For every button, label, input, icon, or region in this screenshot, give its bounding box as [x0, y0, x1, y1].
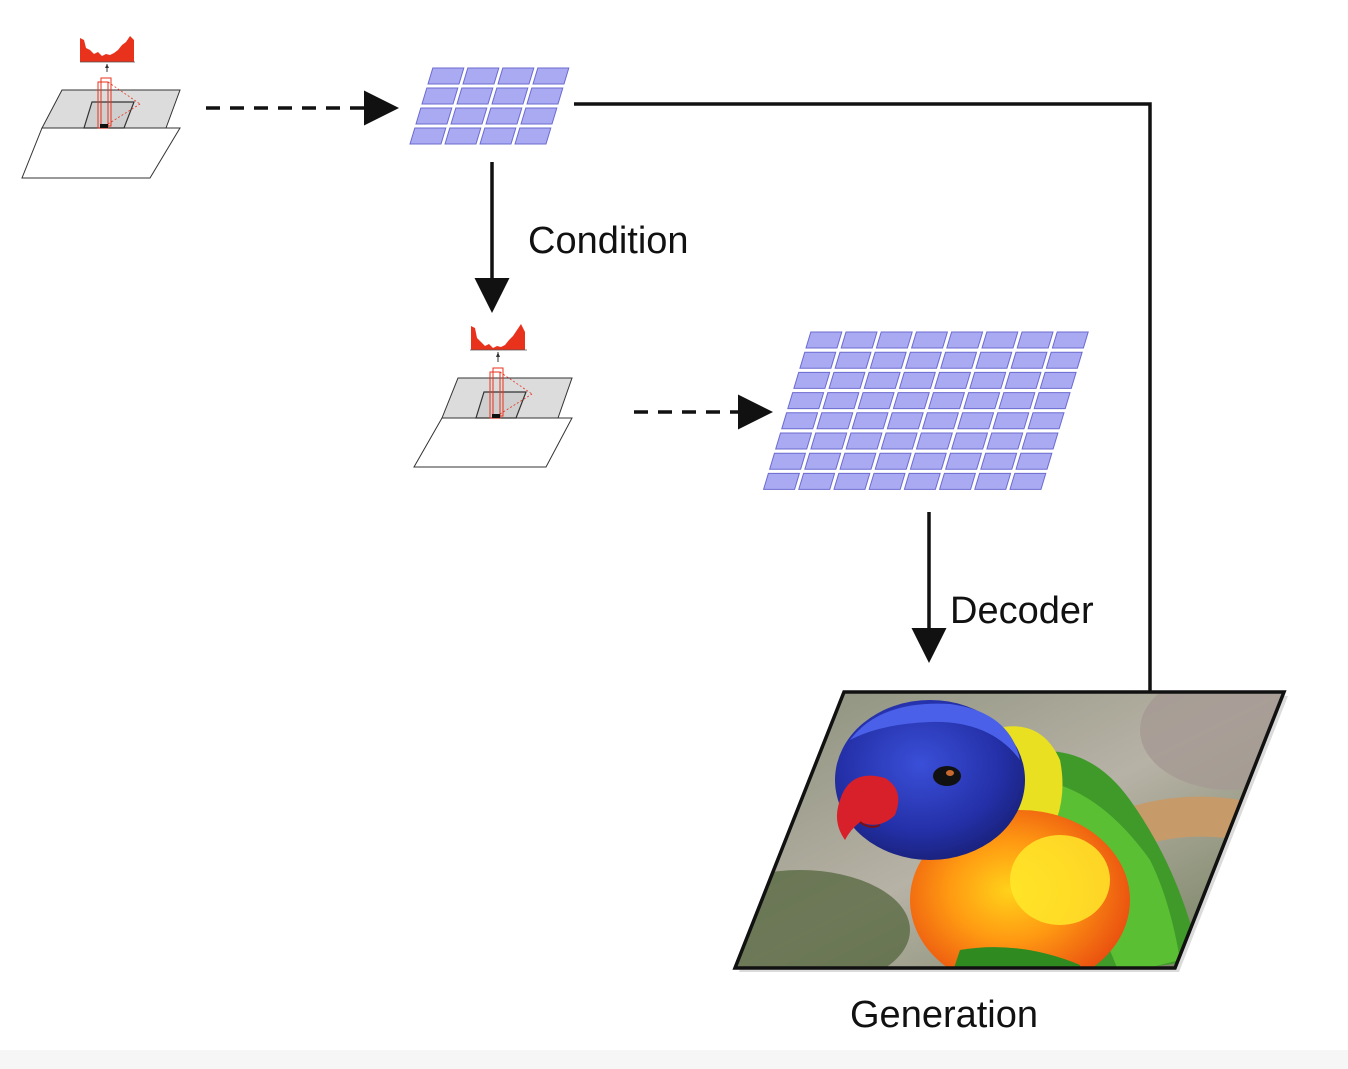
token-cell	[944, 452, 983, 470]
token-cell	[805, 331, 843, 349]
token-cell	[992, 412, 1030, 430]
token-cell	[415, 107, 453, 125]
token-cell	[462, 67, 500, 85]
skip-connection-line	[574, 102, 1152, 692]
input-feature-block-middle	[413, 324, 573, 468]
token-cell	[775, 432, 813, 450]
token-cell	[974, 472, 1012, 490]
token-cell	[921, 412, 960, 430]
histogram-icon	[79, 36, 135, 72]
token-cell	[1016, 331, 1054, 349]
token-grid-coarse	[409, 67, 570, 145]
token-cell	[863, 371, 901, 389]
token-cell	[787, 392, 825, 410]
token-cell	[768, 452, 807, 470]
token-cell	[822, 392, 860, 410]
token-cell	[886, 412, 924, 430]
token-cell	[427, 67, 465, 85]
feature-plane-icon	[21, 77, 181, 179]
token-cell	[1039, 371, 1077, 389]
token-cell	[1033, 392, 1071, 410]
token-cell	[963, 392, 1001, 410]
token-cell	[1027, 412, 1065, 430]
token-grid-fine	[762, 331, 1089, 490]
token-cell	[762, 472, 801, 490]
token-cell	[986, 432, 1024, 450]
token-cell	[456, 87, 494, 105]
feature-plane-icon	[413, 367, 573, 468]
token-cell	[980, 452, 1018, 470]
token-cell	[479, 127, 517, 145]
token-cell	[892, 392, 930, 410]
token-cell	[1009, 472, 1047, 490]
token-cell	[880, 432, 918, 450]
token-cell	[915, 432, 953, 450]
token-cell	[485, 107, 523, 125]
token-cell	[851, 412, 889, 430]
token-cell	[491, 87, 529, 105]
token-cell	[810, 432, 848, 450]
token-cell	[1045, 351, 1083, 369]
token-cell	[938, 472, 977, 490]
token-cell	[946, 331, 984, 349]
token-cell	[514, 127, 552, 145]
token-cell	[875, 331, 913, 349]
token-cell	[409, 127, 447, 145]
token-cell	[828, 371, 866, 389]
token-cell	[904, 351, 943, 369]
token-cell	[934, 371, 972, 389]
input-feature-block-top	[21, 36, 181, 179]
histogram-icon	[470, 324, 527, 362]
token-cell	[799, 351, 837, 369]
token-cell	[833, 472, 871, 490]
parrot-image	[732, 690, 1288, 972]
token-cell	[816, 412, 854, 430]
token-cell	[798, 472, 836, 490]
token-cell	[497, 67, 535, 85]
token-cell	[869, 351, 907, 369]
token-cell	[857, 392, 895, 410]
token-cell	[834, 351, 872, 369]
token-cell	[951, 432, 989, 450]
token-cell	[444, 127, 482, 145]
token-cell	[840, 331, 878, 349]
token-cell	[981, 331, 1019, 349]
token-cell	[909, 452, 947, 470]
token-cell	[910, 331, 949, 349]
token-cell	[903, 472, 941, 490]
token-cell	[1051, 331, 1089, 349]
token-cell	[793, 371, 831, 389]
token-cell	[975, 351, 1013, 369]
token-cell	[839, 452, 877, 470]
token-cell	[532, 67, 570, 85]
token-cell	[957, 412, 995, 430]
token-cell	[845, 432, 883, 450]
token-cell	[804, 452, 842, 470]
token-cell	[421, 87, 459, 105]
token-cell	[868, 472, 906, 490]
token-cell	[874, 452, 912, 470]
decoder-label: Decoder	[950, 590, 1094, 632]
token-cell	[940, 351, 978, 369]
token-cell	[998, 392, 1036, 410]
token-cell	[1010, 351, 1048, 369]
token-cell	[1021, 432, 1059, 450]
token-cell	[898, 371, 936, 389]
condition-label: Condition	[528, 220, 689, 262]
bottom-strip	[0, 1050, 1348, 1069]
token-cell	[450, 107, 488, 125]
token-cell	[1015, 452, 1053, 470]
token-cell	[520, 107, 558, 125]
token-cell	[969, 371, 1007, 389]
token-cell	[526, 87, 564, 105]
token-cell	[927, 392, 966, 410]
generation-label: Generation	[850, 994, 1039, 1036]
token-cell	[781, 412, 819, 430]
token-cell	[1004, 371, 1042, 389]
